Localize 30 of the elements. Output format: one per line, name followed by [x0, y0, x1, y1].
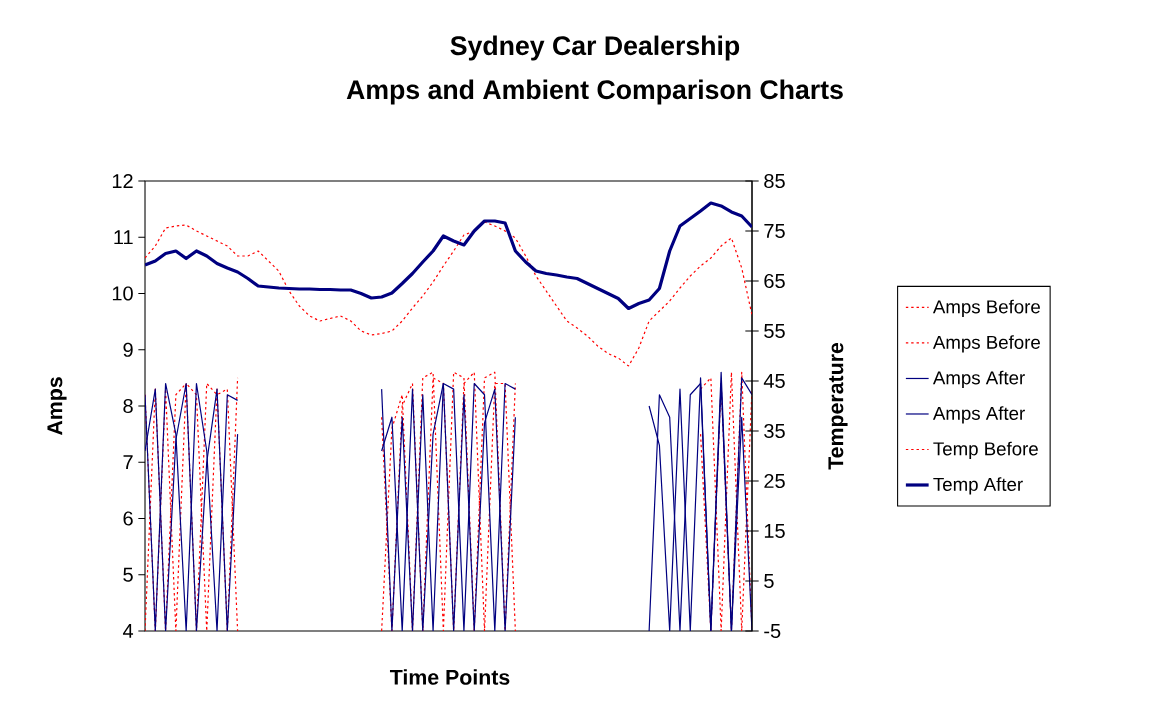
chart-subtitle: Amps and Ambient Comparison Charts: [346, 79, 843, 105]
y-tick-label: 8: [123, 398, 133, 414]
legend-label: Amps Before: [932, 299, 1040, 318]
y-axis-title: Amps: [47, 377, 67, 436]
y2-tick-label: 5: [764, 574, 774, 588]
y2-tick-label: 85: [764, 173, 785, 189]
legend-label: Temp Before: [933, 441, 1038, 460]
x-axis-title: Time Points: [389, 669, 510, 685]
y-tick-label: 10: [112, 286, 133, 301]
y-tick-label: 6: [123, 511, 133, 526]
y2-tick-label: -5: [764, 624, 781, 638]
legend-label: Amps Before: [932, 335, 1040, 353]
y2-axis-title: Temperature: [828, 342, 848, 470]
legend-label: Amps After: [932, 406, 1025, 424]
legend-label: Amps After: [932, 370, 1025, 389]
chart-title: Sydney Car Dealership: [450, 35, 740, 61]
y2-tick-label: 65: [764, 273, 785, 289]
y2-tick-label: 25: [764, 473, 785, 489]
y-tick-label: 11: [114, 230, 133, 245]
y-tick-label: 5: [123, 567, 133, 582]
y2-tick-label: 55: [764, 324, 785, 338]
y-tick-label: 9: [123, 342, 133, 357]
y2-tick-label: 45: [763, 374, 785, 388]
y-tick-label: 4: [122, 624, 134, 638]
y2-tick-label: 75: [764, 224, 785, 238]
y2-tick-label: 15: [764, 524, 785, 538]
y2-tick-label: 35: [764, 423, 785, 439]
y-tick-label: 7: [123, 455, 133, 470]
y-tick-label: 12: [112, 174, 133, 188]
legend-label: Temp After: [933, 477, 1023, 495]
